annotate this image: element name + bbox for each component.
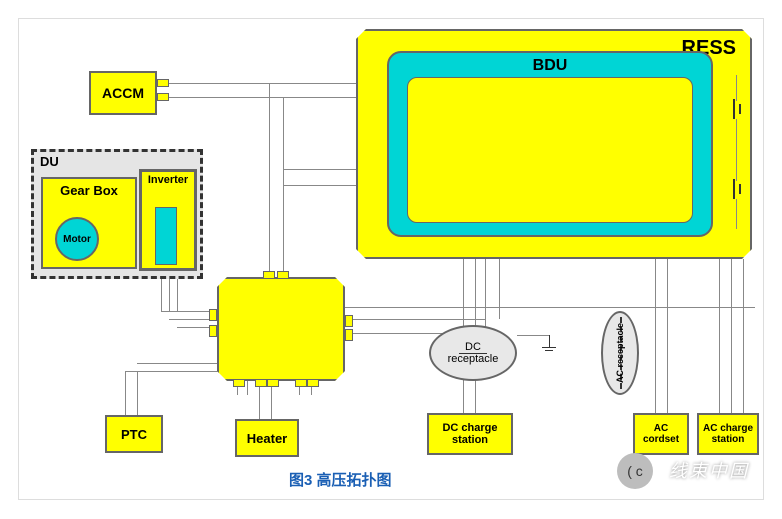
ac-receptacle: AC receptacle — [601, 311, 639, 395]
wire — [485, 259, 486, 333]
wire — [125, 371, 126, 417]
motor-label: Motor — [63, 234, 91, 245]
wire — [655, 259, 656, 415]
ptc-label: PTC — [121, 427, 147, 442]
wire — [137, 363, 219, 364]
connector — [345, 329, 353, 341]
heater-label: Heater — [247, 431, 287, 446]
ac-station-label: AC charge station — [699, 423, 757, 445]
wire — [463, 259, 464, 327]
wire — [736, 75, 737, 101]
wire — [345, 307, 755, 308]
wire — [499, 259, 500, 319]
wire — [157, 97, 359, 98]
motor-block: Motor — [55, 217, 99, 261]
wire — [125, 371, 219, 372]
connector — [277, 271, 289, 279]
ac-station-block: AC charge station — [697, 413, 759, 455]
connector — [267, 379, 279, 387]
wire — [731, 259, 732, 415]
accm-label: ACCM — [102, 85, 144, 101]
wire — [475, 259, 476, 327]
connector — [157, 79, 169, 87]
heater-block: Heater — [235, 419, 299, 457]
wire — [463, 379, 464, 415]
dc-station-block: DC charge station — [427, 413, 513, 455]
connector — [209, 309, 217, 321]
connector — [263, 271, 275, 279]
wire — [517, 335, 549, 336]
connector — [157, 93, 169, 101]
accm-block: ACCM — [89, 71, 157, 115]
wire — [271, 381, 272, 421]
ipe-block: IPE — [217, 277, 345, 381]
dc-receptacle: DC DC receptacle receptacle — [429, 325, 517, 381]
inverter-label: Inverter — [148, 174, 188, 186]
diagram-canvas: RESS BDU ACCM DU Gear Box Motor Inverter… — [18, 18, 764, 500]
inverter-inner — [155, 207, 177, 265]
wire — [667, 259, 668, 415]
wire — [283, 185, 359, 186]
connector — [233, 379, 245, 387]
ac-cordset-block: AC cordset — [633, 413, 689, 455]
wire — [736, 199, 737, 229]
watermark-icon: ( c — [617, 453, 653, 489]
wire — [743, 259, 744, 415]
gearbox-label: Gear Box — [60, 183, 118, 198]
connector — [255, 379, 267, 387]
wire — [283, 169, 359, 170]
ac-receptacle-label: AC receptacle — [615, 323, 625, 383]
wire — [157, 83, 359, 84]
dc-station-label: DC charge station — [429, 422, 511, 446]
bdu-inner — [407, 77, 693, 223]
wire — [137, 371, 138, 417]
ptc-block: PTC — [105, 415, 163, 453]
wire — [283, 97, 284, 279]
connector — [295, 379, 307, 387]
du-label: DU — [40, 154, 59, 169]
ac-cordset-label: AC cordset — [635, 423, 687, 445]
wire — [269, 83, 270, 279]
wire — [259, 381, 260, 421]
watermark-icon-text: ( c — [627, 463, 643, 479]
wire — [736, 119, 737, 181]
wire — [345, 319, 485, 320]
ipe-label: IPE — [215, 257, 244, 278]
connector — [307, 379, 319, 387]
wire — [247, 381, 248, 395]
wire — [719, 259, 720, 415]
figure-caption: 图3 高压拓扑图 — [289, 469, 392, 490]
connector — [209, 325, 217, 337]
bdu-label: BDU — [533, 57, 568, 75]
connector — [345, 315, 353, 327]
watermark-text: 线束中国 — [669, 457, 749, 483]
wire — [475, 379, 476, 415]
